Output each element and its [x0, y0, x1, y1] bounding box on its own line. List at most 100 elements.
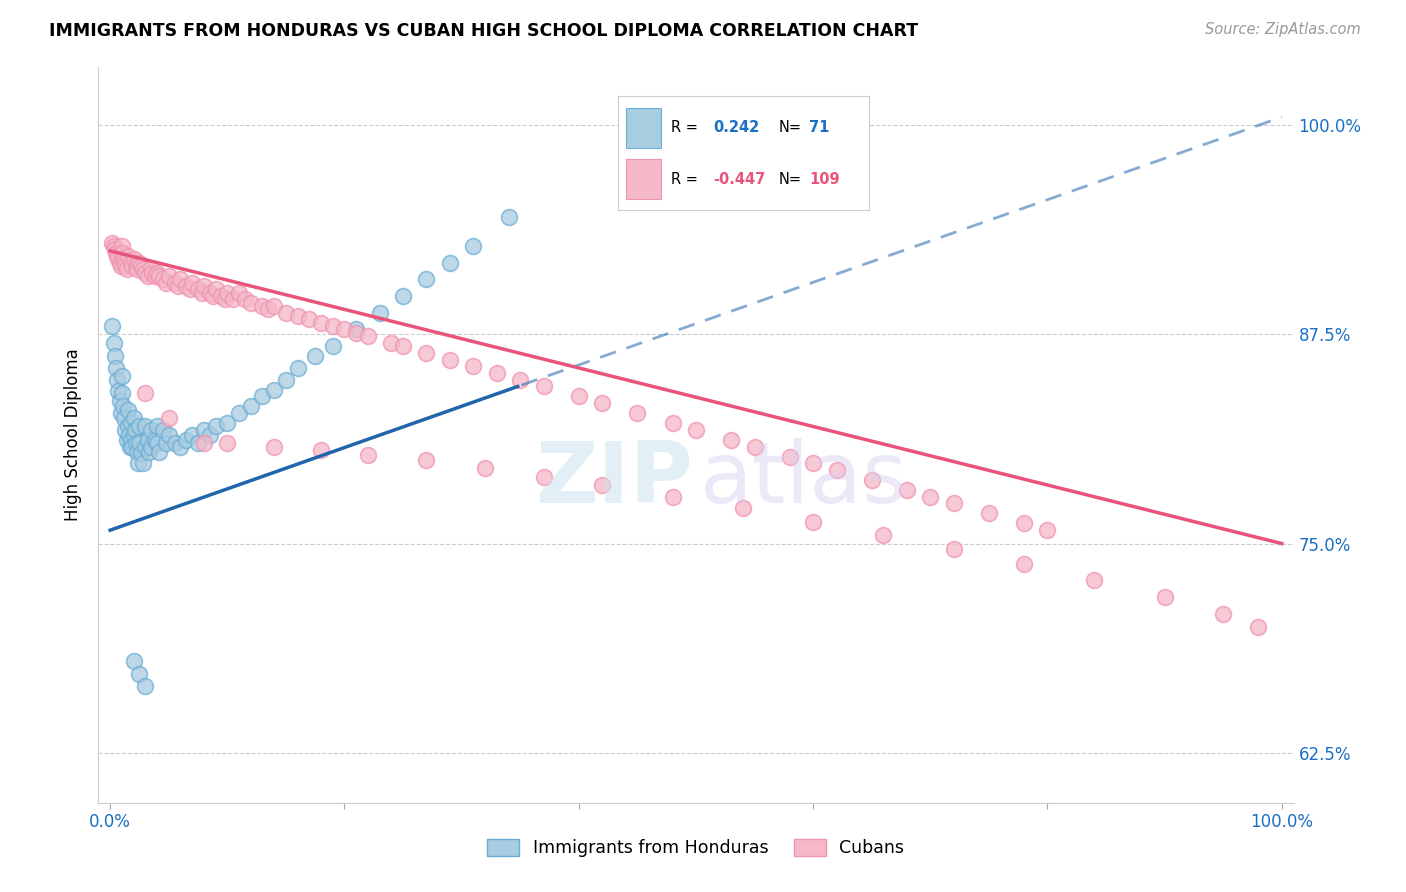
Point	[107, 384, 129, 399]
Point	[439, 352, 461, 367]
Point	[896, 483, 918, 497]
Point	[368, 306, 391, 320]
Point	[187, 282, 209, 296]
Point	[141, 260, 163, 275]
Point	[744, 440, 766, 454]
Point	[202, 289, 225, 303]
Point	[533, 469, 555, 483]
Point	[118, 427, 141, 442]
Y-axis label: High School Diploma: High School Diploma	[65, 349, 83, 521]
Point	[143, 433, 166, 447]
Point	[357, 448, 380, 462]
Point	[485, 366, 508, 380]
Point	[127, 444, 149, 458]
Point	[860, 473, 883, 487]
Point	[474, 461, 496, 475]
Point	[204, 419, 226, 434]
Point	[105, 249, 128, 263]
Point	[942, 496, 965, 510]
Point	[101, 235, 124, 250]
Point	[105, 373, 128, 387]
Point	[124, 423, 146, 437]
Point	[157, 427, 180, 442]
Point	[138, 444, 160, 458]
Point	[392, 339, 415, 353]
Point	[122, 252, 145, 267]
Point	[117, 402, 139, 417]
Point	[211, 289, 233, 303]
Point	[105, 245, 128, 260]
Point	[129, 259, 152, 273]
Point	[801, 456, 824, 470]
Point	[509, 373, 531, 387]
Point	[115, 262, 138, 277]
Text: atlas: atlas	[700, 437, 907, 521]
Point	[322, 319, 344, 334]
Point	[125, 259, 148, 273]
Point	[463, 239, 485, 253]
Point	[112, 252, 135, 267]
Point	[136, 433, 159, 447]
Point	[104, 349, 127, 363]
Point	[304, 349, 326, 363]
Point	[204, 282, 226, 296]
Point	[198, 427, 221, 442]
Point	[380, 335, 402, 350]
Point	[222, 293, 245, 307]
Point	[1083, 574, 1105, 588]
Point	[103, 335, 125, 350]
Point	[121, 440, 143, 454]
Point	[132, 262, 155, 277]
Point	[143, 268, 166, 283]
Point	[801, 515, 824, 529]
Point	[105, 360, 128, 375]
Point	[122, 411, 145, 425]
Point	[498, 211, 520, 225]
Point	[111, 386, 134, 401]
Point	[1153, 590, 1175, 604]
Point	[439, 255, 461, 269]
Point	[252, 389, 274, 403]
Point	[274, 373, 297, 387]
Point	[872, 528, 894, 542]
Point	[591, 478, 613, 492]
Point	[122, 427, 145, 442]
Point	[125, 436, 148, 450]
Point	[685, 423, 707, 437]
Point	[152, 272, 174, 286]
Point	[463, 359, 485, 374]
Point	[174, 279, 197, 293]
Point	[107, 252, 129, 267]
Point	[392, 289, 415, 303]
Point	[661, 416, 683, 430]
Point	[228, 406, 250, 420]
Point	[134, 679, 156, 693]
Point	[120, 255, 142, 269]
Point	[121, 259, 143, 273]
Point	[155, 436, 177, 450]
Point	[252, 299, 274, 313]
Point	[134, 419, 156, 434]
Point	[257, 302, 280, 317]
Point	[187, 436, 209, 450]
Point	[181, 427, 204, 442]
Point	[263, 299, 285, 313]
Point	[108, 394, 131, 409]
Point	[779, 450, 801, 464]
Point	[112, 411, 135, 425]
Point	[263, 383, 285, 397]
Point	[120, 440, 141, 454]
Point	[103, 239, 125, 253]
Point	[344, 326, 367, 340]
Point	[111, 245, 134, 260]
Point	[309, 442, 332, 457]
Point	[217, 285, 239, 300]
Point	[1012, 516, 1035, 531]
Point	[720, 433, 742, 447]
Point	[148, 444, 170, 458]
Point	[155, 276, 177, 290]
Point	[112, 255, 135, 269]
Point	[298, 312, 321, 326]
Point	[111, 239, 134, 253]
Point	[344, 322, 367, 336]
